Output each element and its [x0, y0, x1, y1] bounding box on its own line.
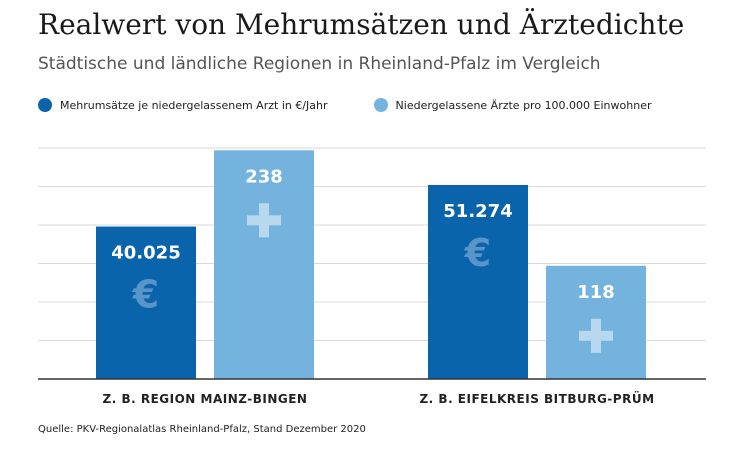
legend-swatch-umsatz: [38, 98, 52, 112]
source-note: Quelle: PKV-Regionalatlas Rheinland-Pfal…: [38, 424, 366, 435]
bar: [96, 226, 196, 379]
bar: [214, 150, 314, 379]
data-label: 238: [245, 166, 283, 187]
legend-label-umsatz: Mehrumsätze je niedergelassenem Arzt in …: [60, 98, 328, 112]
legend-label-aerzte: Niedergelassene Ärzte pro 100.000 Einwoh…: [395, 98, 652, 112]
chart-title: Realwert von Mehrumsätzen und Ärztedicht…: [38, 8, 685, 41]
category-label: Z. B. REGION MAINZ-BINGEN: [103, 392, 308, 406]
data-label: 51.274: [443, 201, 512, 222]
legend-swatch-aerzte: [373, 98, 388, 112]
legend-item-umsatz: Mehrumsätze je niedergelassenem Arzt in …: [38, 98, 328, 112]
data-label: 118: [577, 282, 615, 303]
plus-cross-icon: [579, 318, 613, 353]
legend-item-aerzte: Niedergelassene Ärzte pro 100.000 Einwoh…: [373, 98, 652, 112]
plus-cross-icon: [247, 203, 281, 238]
category-label: Z. B. EIFELKREIS BITBURG-PRÜM: [419, 391, 654, 406]
legend: Mehrumsätze je niedergelassenem Arzt in …: [38, 98, 698, 112]
euro-icon: €: [132, 273, 159, 317]
bar: [428, 184, 528, 379]
data-label: 40.025: [111, 243, 180, 264]
euro-icon: €: [464, 231, 491, 275]
chart-subtitle: Städtische und ländliche Regionen in Rhe…: [38, 54, 601, 74]
